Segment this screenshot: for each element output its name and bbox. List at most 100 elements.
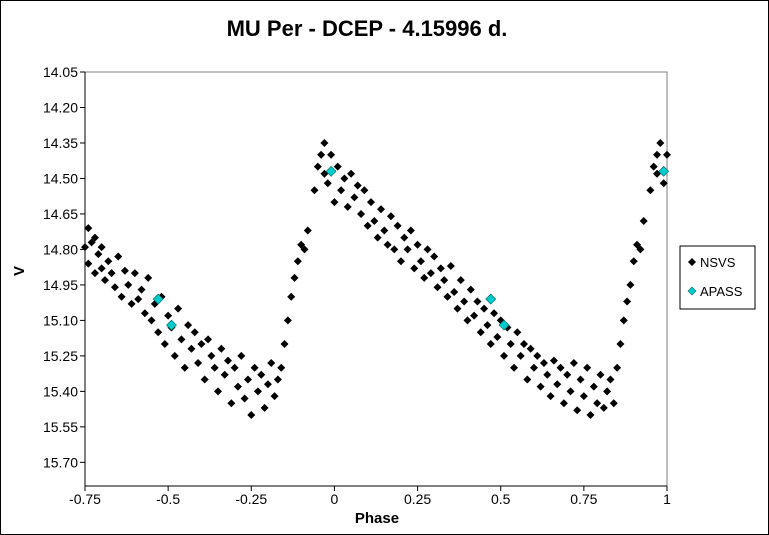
nsvs-point [257,370,266,379]
x-tick-label: 0.5 [491,491,511,507]
nsvs-point [94,250,103,259]
nsvs-point [104,257,113,266]
nsvs-point [214,387,223,396]
nsvs-point [659,179,668,188]
nsvs-point [446,261,455,270]
y-tick-label: 15.40 [43,383,78,399]
nsvs-point [386,212,395,221]
nsvs-point [523,375,532,384]
plot-area: 14.05 14.20 14.35 14.50 14.65 14.80 14.95 15.10… [43,64,671,507]
legend-label-apass: APASS [700,284,743,299]
nsvs-point [297,240,306,249]
nsvs-point [606,375,615,384]
y-tick-label: 14.65 [43,206,78,222]
x-tick-label: 0.25 [404,491,431,507]
nsvs-point [327,150,336,159]
y-tick-label: 14.20 [43,99,78,115]
plot-border [84,71,668,487]
nsvs-point [240,394,249,403]
y-tick-label: 15.70 [43,454,78,470]
nsvs-point [190,328,199,337]
apass-point [152,293,164,305]
nsvs-point [370,217,379,226]
y-tick-label: 14.95 [43,277,78,293]
nsvs-point [87,238,96,247]
nsvs-point [473,297,482,306]
nsvs-point [320,138,329,147]
nsvs-point [410,264,419,273]
nsvs-point [277,363,286,372]
nsvs-point [347,169,356,178]
apass-point [485,293,497,305]
nsvs-point [586,411,595,420]
nsvs-point [519,340,528,349]
nsvs-point [217,344,226,353]
nsvs-point [536,382,545,391]
nsvs-point [154,328,163,337]
nsvs-point [97,243,106,252]
nsvs-point [227,399,236,408]
nsvs-point [490,309,499,318]
nsvs-point [283,316,292,325]
nsvs-point [596,370,605,379]
nsvs-point [263,380,272,389]
nsvs-point [224,356,233,365]
nsvs-point [270,392,279,401]
x-axis-title: Phase [355,510,399,527]
nsvs-point [543,370,552,379]
nsvs-point [357,209,366,218]
nsvs-point [120,266,129,275]
nsvs-point [559,399,568,408]
nsvs-point [237,351,246,360]
nsvs-point [450,288,459,297]
apass-point [325,165,337,177]
nsvs-point [563,370,572,379]
y-tick-label: 14.50 [43,170,78,186]
nsvs-point [470,311,479,320]
apass-point [498,319,510,331]
nsvs-point [593,399,602,408]
nsvs-point [619,316,628,325]
nsvs-point [350,193,359,202]
nsvs-point [423,245,432,254]
y-tick-label: 14.35 [43,135,78,151]
nsvs-point [373,233,382,242]
nsvs-point [426,269,435,278]
legend-marker-nsvs [688,258,696,266]
legend-marker-apass [687,286,697,296]
nsvs-point [303,226,312,235]
nsvs-point [656,138,665,147]
nsvs-point [144,273,153,282]
nsvs-point [333,162,342,171]
chart-title: MU Per - DCEP - 4.15996 d. [227,16,508,41]
nsvs-point [463,316,472,325]
nsvs-point [390,245,399,254]
x-tick-label: -0.25 [235,491,267,507]
nsvs-point [353,181,362,190]
nsvs-point [233,382,242,391]
nsvs-point [556,363,565,372]
nsvs-point [599,403,608,412]
nsvs-point [533,351,542,360]
nsvs-point [210,363,219,372]
nsvs-point [180,363,189,372]
nsvs-point [340,174,349,183]
nsvs-point [337,186,346,195]
nsvs-point [513,328,522,337]
nsvs-point [317,150,326,159]
nsvs-point [430,252,439,261]
nsvs-point [330,198,339,207]
x-tick-label: -0.75 [69,491,101,507]
nsvs-point [90,233,99,242]
y-tick-label: 15.10 [43,312,78,328]
nsvs-point [84,224,93,233]
nsvs-point [420,273,429,282]
nsvs-point [184,321,193,330]
nsvs-point [403,245,412,254]
nsvs-point [493,332,502,341]
nsvs-point [127,299,136,308]
nsvs-point [573,406,582,415]
x-tick-label: 1 [663,491,671,507]
nsvs-point [609,399,618,408]
y-tick-label: 15.55 [43,419,78,435]
